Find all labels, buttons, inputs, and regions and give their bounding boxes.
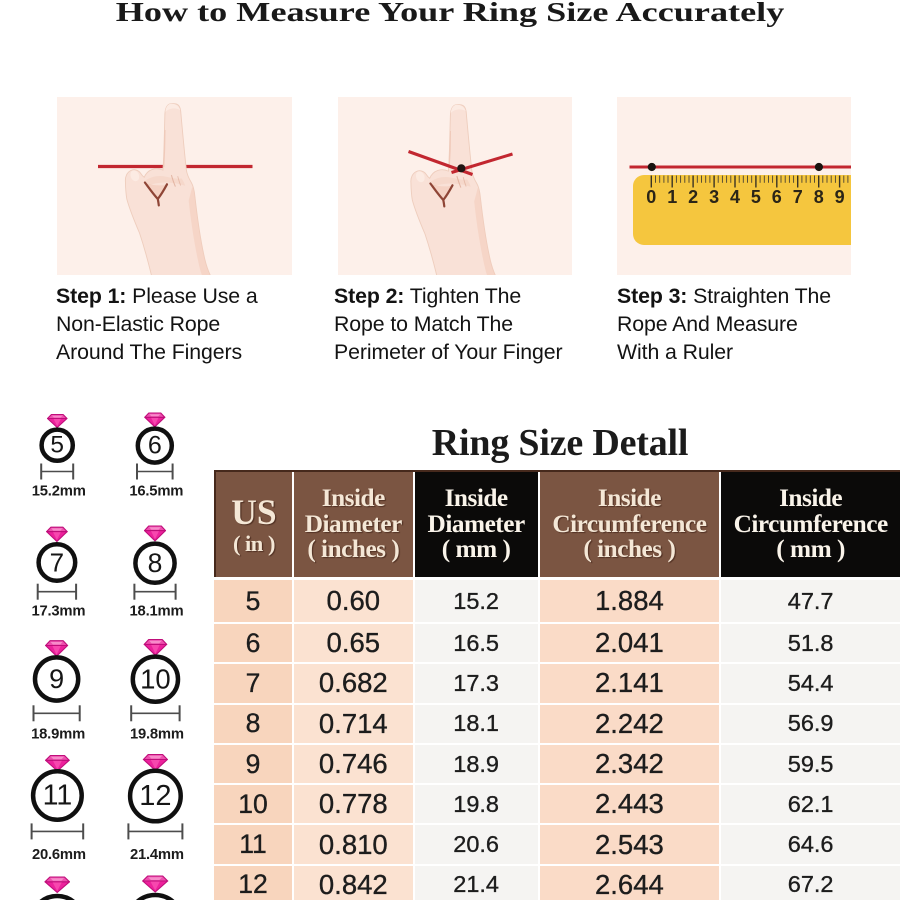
svg-text:20.6mm: 20.6mm	[32, 847, 86, 863]
svg-text:18.9mm: 18.9mm	[31, 726, 85, 742]
svg-text:9: 9	[835, 187, 845, 207]
svg-text:16.5mm: 16.5mm	[129, 484, 183, 500]
svg-text:15.2mm: 15.2mm	[32, 484, 86, 500]
svg-text:19.8mm: 19.8mm	[130, 726, 184, 742]
svg-text:8: 8	[148, 548, 163, 578]
svg-text:5: 5	[751, 187, 761, 207]
svg-text:7: 7	[50, 548, 64, 578]
svg-text:12: 12	[139, 780, 171, 812]
svg-text:5: 5	[50, 432, 64, 459]
svg-text:3: 3	[709, 187, 719, 207]
svg-text:21.4mm: 21.4mm	[130, 847, 184, 863]
svg-text:17.3mm: 17.3mm	[31, 604, 85, 620]
svg-text:0: 0	[646, 187, 656, 207]
svg-text:7: 7	[793, 187, 803, 207]
svg-text:8: 8	[814, 187, 824, 207]
svg-text:2: 2	[688, 187, 698, 207]
svg-text:1: 1	[667, 187, 677, 207]
svg-text:18.1mm: 18.1mm	[130, 604, 184, 620]
svg-text:4: 4	[730, 187, 740, 207]
svg-text:9: 9	[49, 664, 64, 694]
svg-text:11: 11	[43, 780, 73, 812]
svg-text:10: 10	[140, 664, 171, 695]
svg-text:6: 6	[772, 187, 782, 207]
svg-text:6: 6	[148, 432, 162, 460]
